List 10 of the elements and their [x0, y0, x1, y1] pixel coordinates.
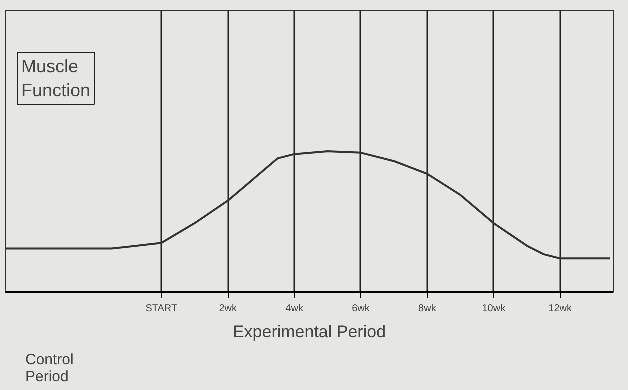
x-tick-label: 10wk	[482, 304, 507, 314]
x-tick-label: 4wk	[286, 304, 304, 314]
x-tick-label: 12wk	[548, 304, 574, 314]
x-tick-label: START	[146, 304, 178, 314]
x-tick-label: 8wk	[418, 304, 438, 314]
x-tick-label: 2wk	[219, 304, 238, 314]
text: Muscle Function	[22, 56, 91, 100]
text: Control Period	[26, 352, 74, 386]
x-tick-label: 6wk	[352, 304, 371, 314]
x-axis-title: Experimental Period	[232, 322, 386, 342]
